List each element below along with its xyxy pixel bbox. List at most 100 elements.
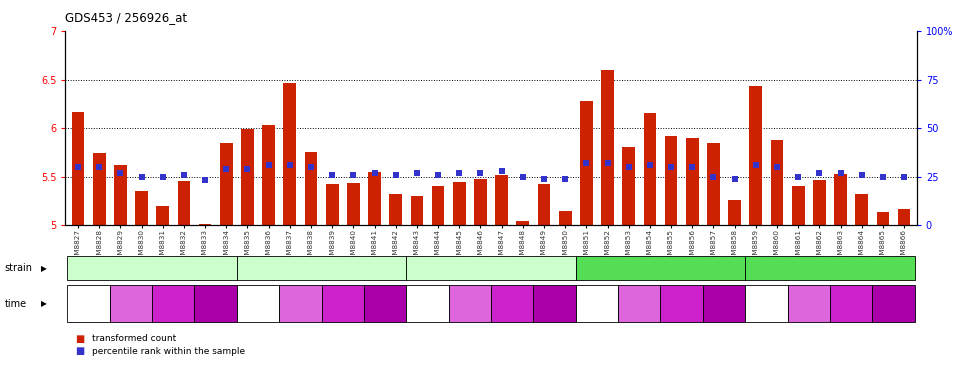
Bar: [453, 182, 466, 225]
Point: [430, 172, 445, 178]
Text: 3 day: 3 day: [628, 299, 651, 308]
Point: [516, 174, 531, 180]
Bar: [369, 172, 381, 225]
Point: [451, 170, 467, 176]
Text: 3 day: 3 day: [119, 299, 143, 308]
Point: [155, 174, 170, 180]
Text: percentile rank within the sample: percentile rank within the sample: [92, 347, 246, 356]
Point: [621, 164, 636, 170]
Bar: [114, 165, 127, 225]
Point: [240, 166, 255, 172]
Text: 3 day: 3 day: [458, 299, 482, 308]
Point: [112, 170, 128, 176]
Bar: [199, 224, 211, 225]
Bar: [834, 174, 847, 225]
Text: ■: ■: [75, 346, 84, 356]
Point: [727, 176, 742, 182]
Text: 0 day: 0 day: [416, 299, 439, 308]
Text: 7 day: 7 day: [204, 299, 228, 308]
Point: [748, 162, 763, 168]
Bar: [685, 138, 699, 225]
Point: [219, 166, 234, 172]
Bar: [622, 146, 636, 225]
Text: ft-2: ft-2: [822, 264, 838, 273]
Bar: [411, 196, 423, 225]
Point: [854, 172, 870, 178]
Bar: [390, 194, 402, 225]
Point: [812, 170, 828, 176]
Text: 7 day: 7 day: [373, 299, 396, 308]
Bar: [559, 210, 571, 225]
Text: 5 day: 5 day: [161, 299, 185, 308]
Point: [91, 164, 107, 170]
Text: 3 day: 3 day: [289, 299, 312, 308]
Point: [684, 164, 700, 170]
Bar: [771, 140, 783, 225]
Bar: [708, 143, 720, 225]
Bar: [855, 194, 868, 225]
Text: GDS453 / 256926_at: GDS453 / 256926_at: [65, 11, 187, 24]
Text: lfy-12: lfy-12: [309, 264, 334, 273]
Point: [472, 170, 488, 176]
Bar: [643, 113, 657, 225]
Bar: [898, 209, 910, 225]
Bar: [241, 129, 253, 225]
Text: 5 day: 5 day: [839, 299, 863, 308]
Point: [133, 174, 149, 180]
Point: [642, 162, 658, 168]
Bar: [135, 191, 148, 225]
Point: [367, 170, 382, 176]
Point: [600, 160, 615, 166]
Bar: [325, 184, 339, 225]
Bar: [792, 186, 804, 225]
Point: [388, 172, 403, 178]
Point: [537, 176, 552, 182]
Point: [897, 174, 912, 180]
Point: [303, 164, 319, 170]
Text: 5 day: 5 day: [500, 299, 524, 308]
Bar: [474, 179, 487, 225]
Point: [558, 176, 573, 182]
Point: [261, 162, 276, 168]
Point: [409, 170, 424, 176]
Bar: [813, 179, 826, 225]
Bar: [664, 136, 678, 225]
Point: [663, 164, 679, 170]
Text: time: time: [5, 299, 27, 309]
Text: Col-0 wild type: Col-0 wild type: [118, 264, 186, 273]
Bar: [304, 152, 318, 225]
Text: 5 day: 5 day: [670, 299, 693, 308]
Text: 7 day: 7 day: [712, 299, 735, 308]
Bar: [750, 86, 762, 225]
Bar: [262, 125, 275, 225]
Point: [769, 164, 784, 170]
Text: ■: ■: [75, 333, 84, 344]
Text: ▶: ▶: [41, 299, 47, 308]
Text: 0 day: 0 day: [586, 299, 609, 308]
Text: 0 day: 0 day: [755, 299, 779, 308]
Bar: [538, 184, 550, 225]
Point: [579, 160, 594, 166]
Text: ▶: ▶: [41, 264, 47, 273]
Bar: [580, 101, 592, 225]
Text: 5 day: 5 day: [331, 299, 354, 308]
Bar: [347, 183, 360, 225]
Bar: [601, 70, 613, 225]
Point: [876, 174, 891, 180]
Point: [198, 178, 213, 183]
Point: [70, 164, 85, 170]
Bar: [495, 175, 508, 225]
Bar: [729, 200, 741, 225]
Text: 0 day: 0 day: [247, 299, 270, 308]
Bar: [876, 212, 889, 225]
Text: 7 day: 7 day: [881, 299, 905, 308]
Point: [177, 172, 192, 178]
Bar: [432, 186, 444, 225]
Bar: [156, 206, 169, 225]
Text: 3 day: 3 day: [797, 299, 821, 308]
Bar: [93, 153, 106, 225]
Text: 0 day: 0 day: [77, 299, 100, 308]
Point: [790, 174, 805, 180]
Bar: [516, 221, 529, 225]
Text: co-2: co-2: [651, 264, 670, 273]
